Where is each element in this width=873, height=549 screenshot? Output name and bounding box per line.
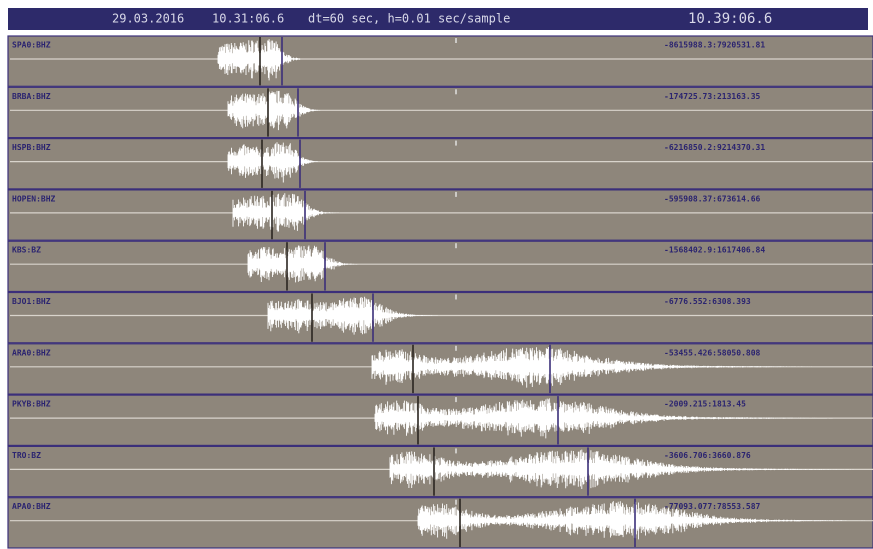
station-label: TRO:BZ — [12, 451, 41, 460]
trace-panel — [7, 291, 873, 344]
amplitude-range: -1568402.9:1617406.84 — [664, 246, 765, 255]
waveform — [371, 347, 813, 388]
trace-panel — [7, 86, 873, 139]
station-label: HOPEN:BHZ — [12, 194, 56, 203]
station-label: APA0:BHZ — [12, 502, 51, 511]
amplitude-range: -77093.077:78553.587 — [664, 502, 761, 511]
amplitude-range: -174725.73:213163.35 — [664, 92, 761, 101]
waveform — [389, 449, 854, 489]
waveform — [267, 296, 438, 335]
trace-panel — [7, 240, 873, 293]
station-label: BRBA:BHZ — [12, 92, 51, 101]
trace-panel — [7, 35, 873, 87]
end-time: 10.39:06.6 — [688, 11, 772, 27]
station-label: BJO1:BHZ — [12, 297, 51, 306]
station-label: PKYB:BHZ — [12, 400, 51, 409]
header-bar — [8, 8, 868, 30]
start-time: 10.31:06.6 — [212, 12, 284, 26]
amplitude-range: -3606.706:3660.876 — [664, 451, 751, 460]
waveform — [227, 142, 319, 183]
amplitude-range: -53455.426:58050.808 — [664, 348, 761, 357]
amplitude-range: -8615988.3:7920531.81 — [664, 41, 765, 50]
station-label: SPA0:BHZ — [12, 41, 51, 50]
waveform — [374, 398, 833, 439]
amplitude-range: -2009.215:1813.45 — [664, 400, 746, 409]
station-label: HSPB:BHZ — [12, 143, 51, 152]
trace-panel — [7, 138, 873, 190]
waveform — [417, 501, 866, 540]
amplitude-range: -6216850.2:9214370.31 — [664, 143, 765, 152]
amplitude-range: -6776.552:6308.393 — [664, 297, 751, 306]
traces: SPA0:BHZ -8615988.3:7920531.81 BRBA:BHZ -17… — [7, 35, 873, 549]
station-label: KBS:BZ — [12, 246, 41, 255]
amplitude-range: -595908.37:673614.66 — [664, 194, 761, 203]
date: 29.03.2016 — [112, 12, 184, 26]
trace-panel — [7, 189, 873, 241]
waveform — [247, 245, 359, 283]
params: dt=60 sec, h=0.01 sec/sample — [308, 12, 510, 26]
station-label: ARA0:BHZ — [12, 348, 51, 357]
